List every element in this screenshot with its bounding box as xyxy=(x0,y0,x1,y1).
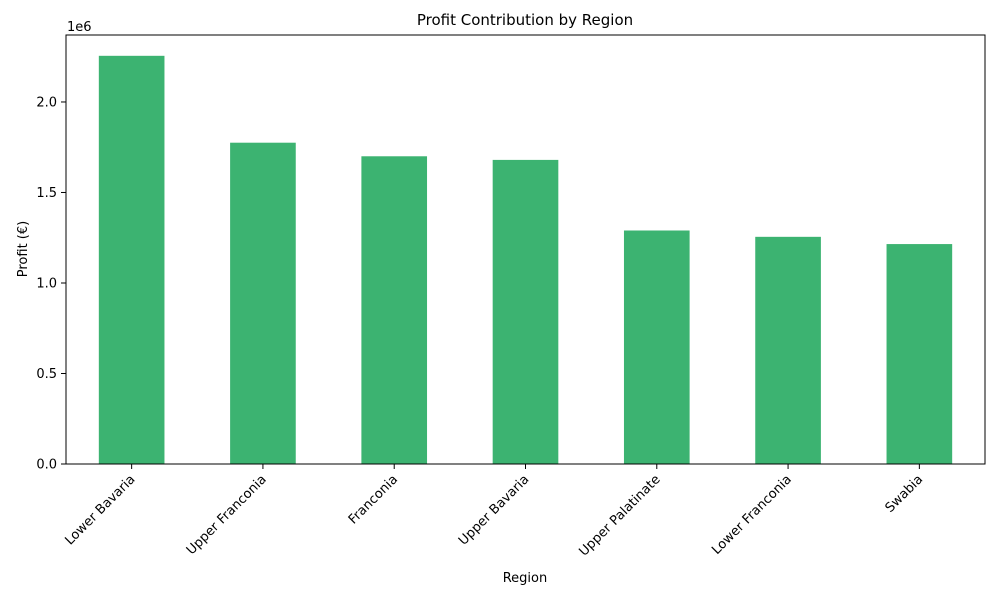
y-axis-title: Profit (€) xyxy=(16,221,31,277)
y-tick-label: 0.5 xyxy=(36,367,57,382)
bar-swabia xyxy=(886,244,953,464)
x-tick-label: Upper Bavaria xyxy=(456,472,532,548)
bar-lower-franconia xyxy=(755,236,821,464)
x-tick-label: Lower Bavaria xyxy=(62,472,138,548)
x-tick-label: Upper Franconia xyxy=(184,472,270,558)
x-tick-label: Franconia xyxy=(346,472,401,527)
bar-lower-bavaria xyxy=(98,55,165,464)
x-tick-label: Swabia xyxy=(883,472,927,516)
bar-upper-bavaria xyxy=(492,159,559,464)
bar-upper-franconia xyxy=(230,142,296,465)
y-tick-label: 0.0 xyxy=(36,458,57,473)
plot-area: 0.0 0.5 1.0 1.5 2.0 Lower Bavaria Upper Franco… xyxy=(36,34,986,559)
x-tick-label: Upper Palatinate xyxy=(576,472,663,559)
y-tick-label: 1.0 xyxy=(36,276,57,291)
bar-upper-palatinate xyxy=(623,230,690,464)
y-tick-label: 1.5 xyxy=(36,186,57,201)
x-tick-label: Lower Franconia xyxy=(709,472,795,558)
y-tick-label: 2.0 xyxy=(36,95,57,110)
y-axis-offset-label: 1e6 xyxy=(67,20,92,35)
bar-franconia xyxy=(361,156,428,464)
x-axis-title: Region xyxy=(503,571,548,586)
chart-title: Profit Contribution by Region xyxy=(417,11,633,29)
